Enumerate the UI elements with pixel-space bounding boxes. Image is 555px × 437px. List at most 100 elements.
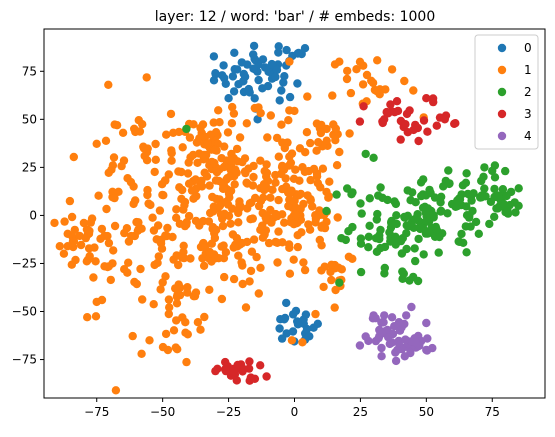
point-series-1 xyxy=(153,258,162,268)
point-series-2 xyxy=(378,193,387,202)
point-series-2 xyxy=(387,216,396,226)
point-series-1 xyxy=(229,109,239,118)
point-series-1 xyxy=(83,313,92,322)
point-series-3 xyxy=(229,367,239,376)
point-series-1 xyxy=(280,218,289,227)
point-series-1 xyxy=(219,254,229,263)
point-series-1 xyxy=(175,183,184,192)
point-series-1 xyxy=(229,274,239,284)
point-series-2 xyxy=(467,196,476,205)
point-series-0 xyxy=(250,94,259,103)
point-series-1 xyxy=(226,156,235,165)
point-series-0 xyxy=(239,69,248,79)
point-series-1 xyxy=(228,102,237,112)
point-series-1 xyxy=(224,189,234,198)
point-series-1 xyxy=(249,172,258,182)
point-series-1 xyxy=(159,191,168,200)
point-series-2 xyxy=(376,183,385,192)
point-series-1 xyxy=(322,136,331,145)
point-series-2 xyxy=(371,234,381,243)
point-series-2 xyxy=(419,175,428,184)
point-series-1 xyxy=(151,139,160,149)
point-series-1 xyxy=(287,336,297,345)
point-series-1 xyxy=(256,108,265,118)
y-tick-label: −50 xyxy=(12,305,37,319)
point-series-3 xyxy=(451,119,460,128)
point-series-1 xyxy=(200,312,209,322)
point-series-1 xyxy=(69,152,79,162)
point-series-2 xyxy=(432,225,441,234)
point-series-1 xyxy=(278,210,287,219)
point-series-3 xyxy=(262,372,271,381)
point-series-1 xyxy=(212,225,221,234)
point-series-1 xyxy=(167,148,176,158)
point-series-1 xyxy=(242,178,251,187)
point-series-1 xyxy=(172,251,181,260)
point-series-1 xyxy=(293,190,302,200)
point-series-1 xyxy=(94,191,103,200)
point-series-2 xyxy=(464,213,474,222)
point-series-4 xyxy=(407,302,416,312)
point-series-1 xyxy=(184,211,194,221)
point-series-1 xyxy=(101,136,111,145)
point-series-0 xyxy=(274,42,283,51)
point-series-1 xyxy=(179,241,188,250)
legend-box xyxy=(474,34,539,150)
point-series-1 xyxy=(348,254,357,263)
point-series-2 xyxy=(455,237,464,246)
point-series-1 xyxy=(241,303,251,312)
point-series-1 xyxy=(206,208,215,218)
point-series-1 xyxy=(231,165,240,174)
point-series-1 xyxy=(320,223,330,233)
point-series-1 xyxy=(130,277,139,287)
point-series-2 xyxy=(365,194,374,203)
point-series-1 xyxy=(164,309,173,319)
point-series-1 xyxy=(335,147,344,157)
point-series-1 xyxy=(82,257,92,266)
point-series-1 xyxy=(300,167,310,176)
point-series-1 xyxy=(268,185,277,194)
point-series-0 xyxy=(211,69,220,78)
point-series-1 xyxy=(317,241,326,250)
point-series-1 xyxy=(92,139,101,148)
point-series-1 xyxy=(246,266,256,276)
point-series-1 xyxy=(271,170,280,180)
point-series-1 xyxy=(155,206,165,215)
point-series-3 xyxy=(256,361,265,370)
point-series-2 xyxy=(457,229,466,239)
point-series-1 xyxy=(280,143,289,153)
point-series-2 xyxy=(380,269,389,278)
point-series-1 xyxy=(284,201,293,211)
point-series-1 xyxy=(299,258,308,267)
x-axis: −75 −50 −25 0 25 50 75 xyxy=(84,398,500,419)
point-series-0 xyxy=(274,48,283,57)
point-series-1 xyxy=(226,219,235,228)
point-series-2 xyxy=(402,221,411,230)
point-series-1 xyxy=(187,186,197,195)
x-tick-label: 75 xyxy=(485,405,500,419)
point-series-1 xyxy=(217,154,226,163)
point-series-4 xyxy=(391,356,401,366)
legend-marker-0 xyxy=(497,43,507,53)
point-series-1 xyxy=(306,138,315,148)
point-series-0 xyxy=(280,315,289,324)
point-series-2 xyxy=(436,206,446,215)
point-series-1 xyxy=(217,294,227,304)
point-series-2 xyxy=(182,124,191,134)
point-series-1 xyxy=(163,223,172,233)
point-series-3 xyxy=(405,106,414,115)
point-series-2 xyxy=(471,217,481,227)
point-series-1 xyxy=(174,260,183,270)
point-series-2 xyxy=(332,190,341,199)
point-series-1 xyxy=(259,193,268,202)
point-series-1 xyxy=(285,269,295,278)
point-series-1 xyxy=(135,127,145,136)
point-series-1 xyxy=(345,129,354,138)
point-series-2 xyxy=(490,173,500,182)
legend-label-2: 2 xyxy=(524,85,532,99)
point-series-0 xyxy=(282,45,291,55)
point-series-1 xyxy=(124,258,133,267)
point-series-1 xyxy=(191,288,201,297)
point-series-1 xyxy=(55,242,64,251)
